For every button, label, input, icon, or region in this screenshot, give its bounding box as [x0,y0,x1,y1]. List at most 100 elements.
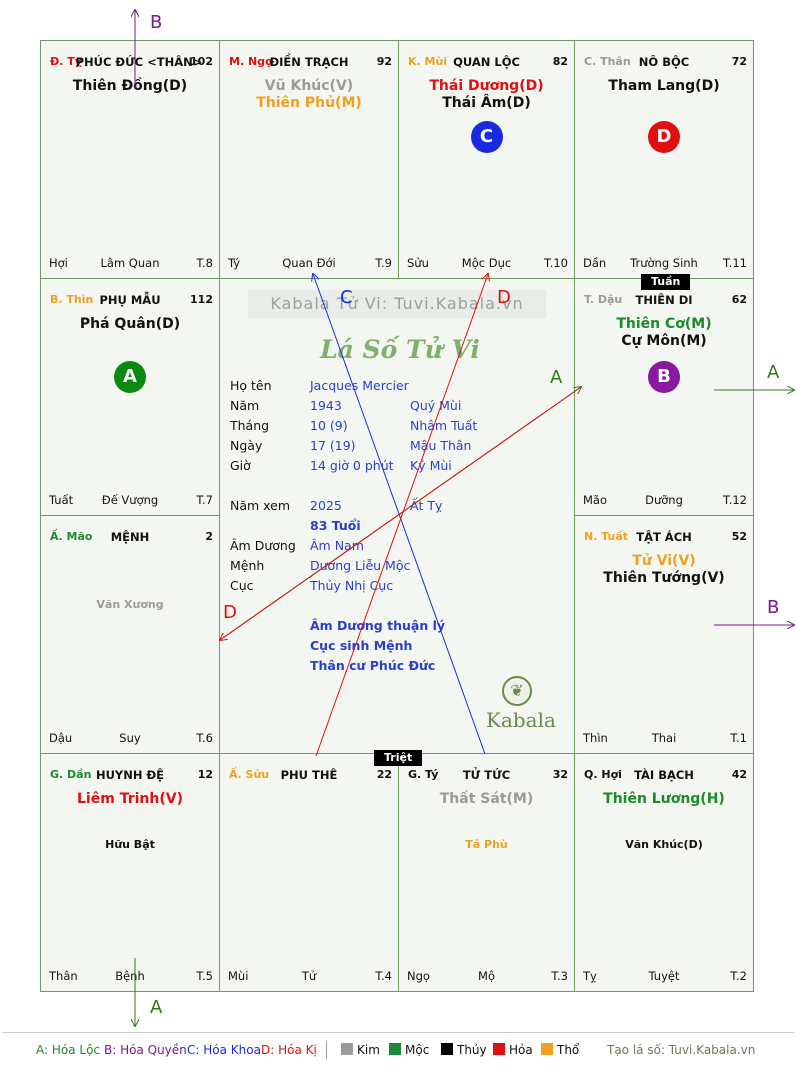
branch: Mão [583,493,608,507]
branch: Dậu [49,731,73,745]
arrow-line-d-left [220,386,582,640]
branch: Thìn [583,731,608,745]
thuy-swatch [441,1043,453,1055]
branch: Thân [49,969,78,983]
palace-name: PHU THÊ [280,768,338,782]
palace-dau[interactable]: T. Dậu THIÊN DI 62 Thiên Cơ(M) Cự Môn(M)… [574,278,754,516]
palace-name: QUAN LỘC [453,55,520,69]
palace-ty[interactable]: Đ. Tỵ PHÚC ĐỨC <THÂN> 102 Thiên Đồng(D) … [40,40,220,279]
palace-name: TÀI BẠCH [634,768,694,782]
value-namxem: 2025 [310,498,342,513]
palace-tuat[interactable]: N. Tuất TẬT ÁCH 52 Tử Vi(V) Thiên Tướng(… [574,515,754,754]
palace-can: T. Dậu [584,293,623,306]
value-gio: 14 giờ 0 phút [310,458,394,473]
stage: Đế Vượng [101,493,159,507]
palace-mao[interactable]: Ấ. Mão MỆNH 2 Văn Xương Dậu Suy T.6 [40,515,220,754]
site-link[interactable]: Tạo lá số: Tuvi.Kabala.vn [607,1043,756,1057]
palace-name: PHÚC ĐỨC <THÂN> [75,55,203,69]
branch: Mùi [228,969,249,983]
palace-number: 82 [552,55,568,68]
main-star: Vũ Khúc(V) [264,78,354,94]
age-range: T.5 [196,969,213,983]
palace-ty2[interactable]: G. Tý TỬ TỨC 32 Thất Sát(M) Tả Phù Ngọ M… [398,753,575,992]
arrow-label-a-center: A [550,367,563,388]
palace-name: HUYNH ĐỆ [95,768,165,782]
age-range: T.2 [730,969,747,983]
age-range: T.10 [544,256,568,270]
main-star: Tử Vi(V) [632,553,696,569]
legend-hoa-quyen: B: Hóa Quyền [104,1043,187,1057]
arrow-line-d-center [315,274,488,757]
palace-number: 72 [731,55,747,68]
value-cuc: Thủy Nhị Cục [310,578,394,593]
branch: Hợi [49,256,68,270]
hoa-quyen-marker: B [648,361,680,393]
age-range: T.4 [375,969,392,983]
stage: Thai [651,731,677,745]
palace-number: 112 [190,293,213,306]
palace-hoi[interactable]: Q. Hợi TÀI BẠCH 42 Thiên Lương(H) Văn Kh… [574,753,754,992]
stage: Mộc Dục [461,256,512,270]
main-star: Thái Dương(D) [429,78,544,94]
triet-badge: Triệt [374,750,423,766]
palace-number: 42 [731,768,747,781]
branch: Sửu [407,256,429,270]
palace-can: Q. Hợi [584,768,622,781]
label-nam: Năm [230,398,260,413]
arrow-label-b-top: B [150,12,163,33]
stage: Mộ [478,969,495,983]
stage: Suy [119,731,141,745]
age-range: T.7 [196,493,213,507]
arrow-label-c: C [340,287,353,308]
age-range: T.3 [551,969,568,983]
palace-than[interactable]: C. Thân NÔ BỘC 72 Tham Lang(D) D Dần Trư… [574,40,754,279]
tho-swatch [541,1043,553,1055]
branch: Tuất [49,493,74,507]
age-range: T.1 [730,731,747,745]
branch: Tý [228,256,241,270]
palace-can: Ấ. Mão [50,530,93,543]
palace-can: M. Ngọ [229,55,273,68]
main-star: Liêm Trinh(V) [77,791,183,807]
label-amduong: Âm Dương [230,538,296,553]
label-cuc: Cục [230,578,254,593]
value-nam-canchi: Quý Mùi [410,398,462,413]
main-star: Cự Môn(M) [621,333,707,349]
arrow-label-a-bottom: A [150,997,163,1018]
legend-hoa: Hỏa [493,1043,533,1057]
main-star: Thiên Cơ(M) [616,316,712,332]
palace-can: B. Thìn [50,293,94,306]
palace-can: G. Dần [50,768,92,781]
label-hoten: Họ tên [230,378,272,393]
main-star: Thiên Phủ(M) [256,95,362,111]
palace-dan[interactable]: G. Dần HUYNH ĐỆ 12 Liêm Trinh(V) Hữu Bật… [40,753,220,992]
main-star: Thiên Tướng(V) [603,570,725,586]
moc-swatch [389,1043,401,1055]
value-gio-canchi: Kỷ Mùi [410,458,452,473]
kabala-tree-icon: ❦ [502,676,532,706]
note-3: Thân cư Phúc Đức [310,658,436,673]
palace-number: 2 [205,530,213,543]
kabala-logo: Kabala [486,708,556,732]
minor-star: Văn Khúc(D) [625,838,703,851]
legend-moc: Mộc [389,1043,429,1057]
value-tuoi: 83 Tuổi [310,518,361,533]
palace-name: NÔ BỘC [638,55,690,69]
palace-number: 12 [197,768,213,781]
age-range: T.12 [723,493,747,507]
legend-hoa-khoa: C: Hóa Khoa [187,1043,261,1057]
palace-suu[interactable]: Ấ. Sửu PHU THÊ 22 Mùi Tử T.4 [219,753,399,992]
palace-name: TẬT ÁCH [636,530,692,544]
main-star: Phá Quân(D) [79,316,181,332]
chart-title: Lá Số Tử Vi [320,335,480,364]
palace-number: 22 [376,768,392,781]
branch: Dần [583,256,607,270]
palace-can: Ấ. Sửu [229,768,270,781]
branch: Ngọ [407,969,430,983]
palace-number: 102 [190,55,213,68]
kim-swatch [341,1043,353,1055]
palace-mui[interactable]: K. Mùi QUAN LỘC 82 Thái Dương(D) Thái Âm… [398,40,575,279]
stage: Tử [301,969,317,983]
value-nam: 1943 [310,398,342,413]
